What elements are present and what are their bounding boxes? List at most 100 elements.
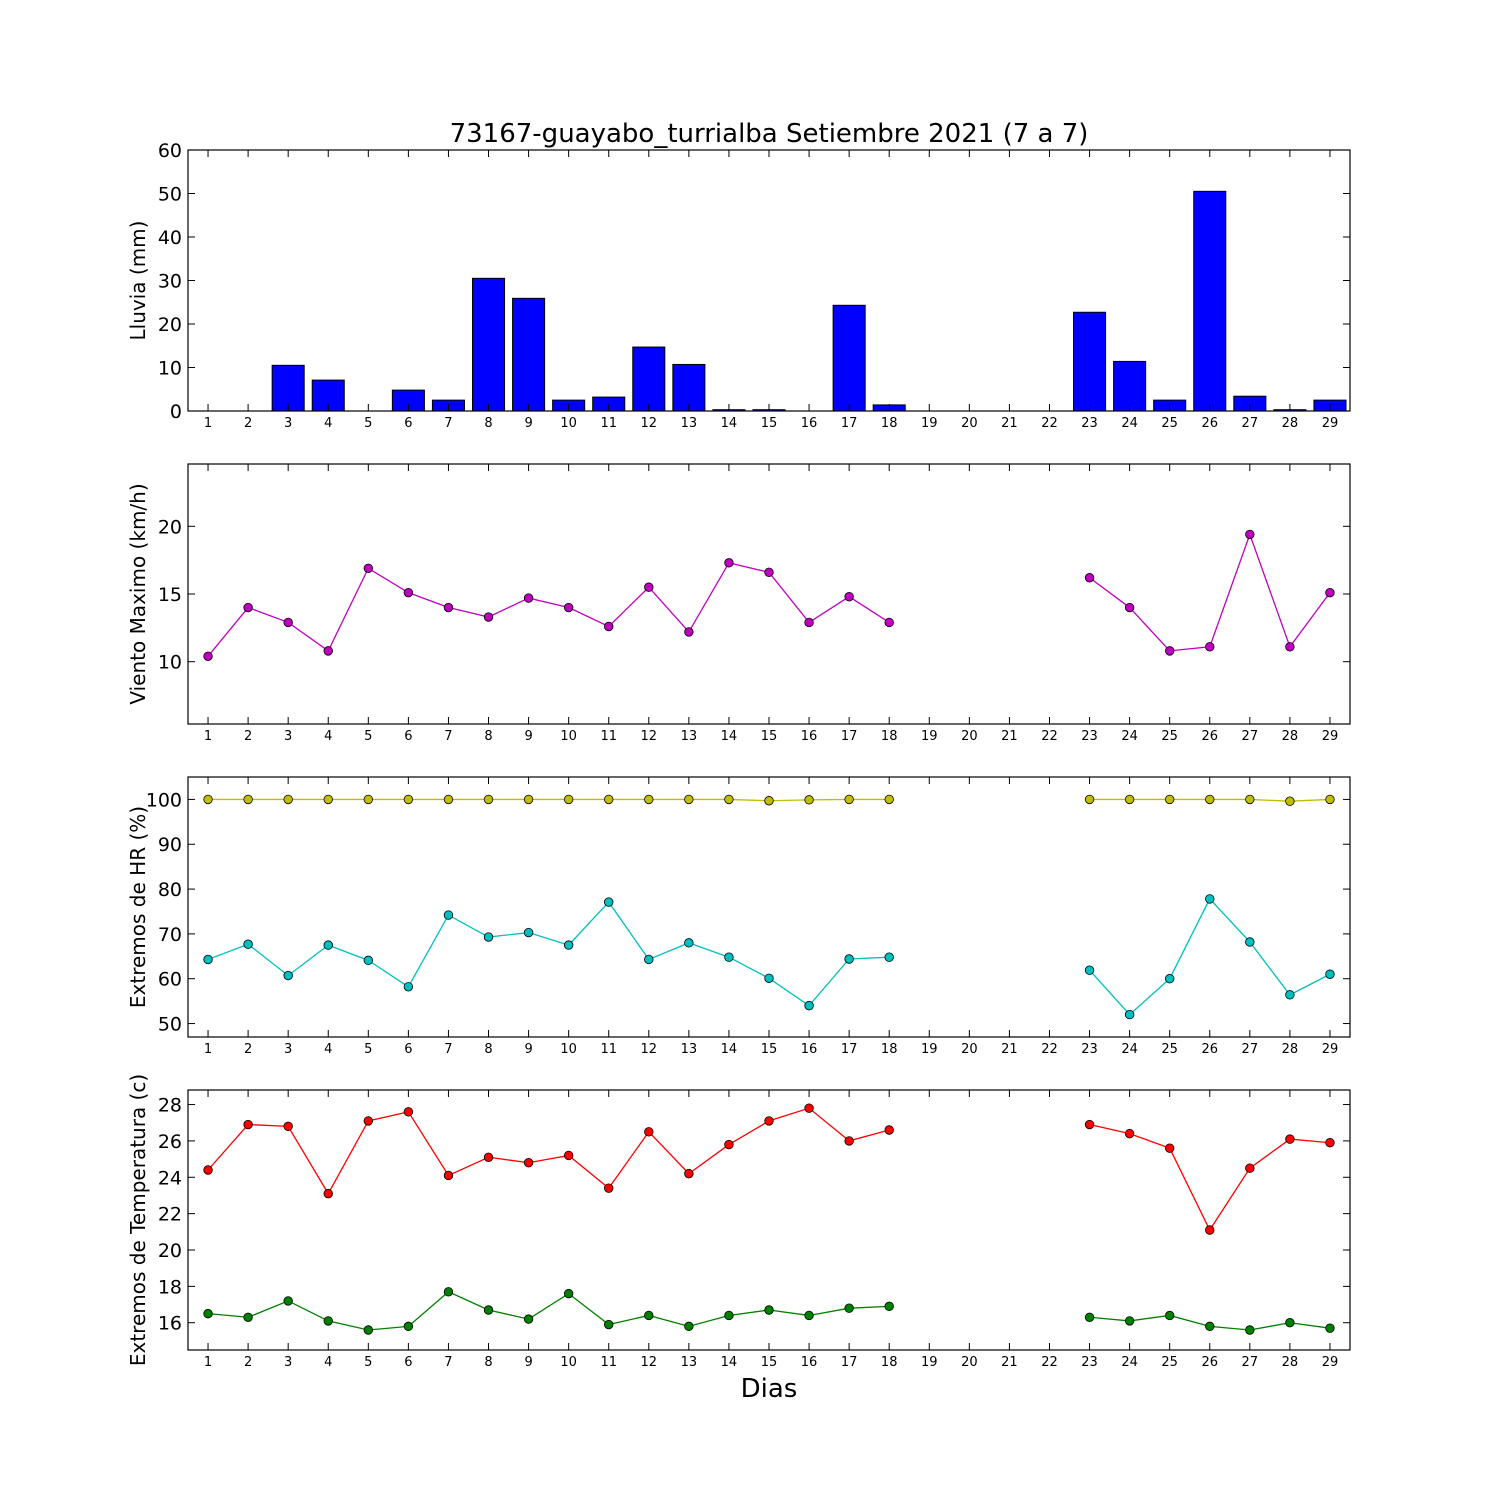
chart-title: 73167-guayabo_turrialba Setiembre 2021 (… [450,119,1089,149]
series-1-point-day-13 [684,794,694,805]
x-axis-label: Dias [741,1374,798,1404]
series-1-point-day-3 [283,1121,293,1132]
series-2-point-day-6 [403,1321,414,1332]
y-tick-label: 30 [158,271,182,293]
x-tick-label: 11 [600,1042,617,1057]
y-tick-label: 90 [158,834,182,856]
series-1-point-day-25 [1164,794,1175,805]
series-1-point-day-15 [764,1116,774,1126]
series-1-point-day-17 [844,592,854,602]
series-2-point-day-15 [764,973,774,983]
series-1-point-day-18 [884,617,894,628]
series-1-point-day-14 [724,794,734,805]
x-tick-label: 2 [244,729,252,744]
series-1-line-segment-1 [207,562,890,657]
x-tick-label: 26 [1201,1042,1218,1057]
series-1-point-day-13 [684,1168,694,1179]
x-tick-label: 2 [244,416,252,431]
series-1-point-day-14 [724,558,734,568]
series-1-point-day-16 [804,617,814,628]
x-tick-label: 9 [524,729,532,744]
x-tick-label: 25 [1161,729,1178,744]
x-tick-label: 2 [244,1355,252,1370]
series-2-point-day-10 [563,940,574,950]
x-tick-label: 24 [1121,1042,1138,1057]
series-1-point-day-8 [483,794,494,805]
series-1-point-day-23 [1084,794,1095,805]
series-2-point-day-13 [684,1321,694,1332]
series-1-point-day-24 [1124,1128,1135,1139]
series-2-point-day-3 [283,1296,293,1306]
x-tick-label: 4 [324,1355,332,1370]
x-tick-label: 13 [681,416,698,431]
series-2-point-day-8 [483,1305,494,1315]
series-2-point-day-13 [684,938,694,948]
y-tick-label: 70 [158,924,182,946]
x-tick-label: 13 [681,1042,698,1057]
x-tick-label: 8 [484,416,492,431]
y-tick-label: 26 [158,1131,182,1153]
series-2-point-day-17 [844,1303,854,1313]
x-tick-label: 22 [1041,1042,1058,1057]
series-1-point-day-27 [1245,1163,1255,1173]
x-tick-label: 24 [1121,729,1138,744]
y-tick-label: 20 [158,516,182,538]
series-2-point-day-14 [724,952,734,962]
x-tick-label: 11 [600,416,617,431]
series-1-point-day-15 [764,796,774,806]
x-tick-label: 4 [324,1042,332,1057]
x-tick-label: 22 [1041,729,1058,744]
series-2-point-day-10 [563,1288,574,1299]
x-tick-label: 27 [1242,416,1259,431]
x-tick-label: 20 [961,729,978,744]
bar-day-8 [471,277,506,412]
series-1-point-day-6 [403,1107,414,1117]
series-1-point-day-11 [604,621,614,632]
x-tick-label: 23 [1081,416,1098,431]
series-2-point-day-12 [644,954,654,965]
series-1-point-day-26 [1205,642,1215,652]
x-tick-label: 1 [204,416,212,431]
x-tick-label: 3 [284,729,292,744]
series-1-point-day-12 [644,1127,654,1137]
x-tick-label: 21 [1001,416,1018,431]
x-tick-label: 16 [801,729,818,744]
x-tick-label: 9 [524,416,532,431]
series-1-point-day-1 [203,651,213,661]
bar-day-26 [1193,190,1227,412]
series-1-point-day-5 [363,794,374,805]
x-tick-label: 6 [404,416,412,431]
series-1-point-day-29 [1325,587,1335,598]
series-1-point-day-6 [403,587,414,598]
x-tick-label: 29 [1322,416,1339,431]
x-tick-label: 21 [1001,1355,1018,1370]
series-2-point-day-18 [884,1301,894,1312]
series-2-point-day-28 [1285,990,1295,1000]
series-2-point-day-6 [403,982,414,992]
series-1-point-day-12 [644,794,654,805]
x-tick-label: 28 [1282,1355,1299,1370]
series-2-line-segment-1 [207,901,890,1007]
x-tick-label: 20 [961,1355,978,1370]
x-tick-label: 5 [364,416,372,431]
series-2-point-day-9 [523,927,534,938]
series-1-point-day-2 [243,794,253,805]
series-2-point-day-2 [243,939,253,949]
x-tick-label: 7 [444,1355,452,1370]
x-tick-label: 8 [484,1355,492,1370]
series-2-point-day-16 [804,1310,814,1321]
x-tick-label: 16 [801,1042,818,1057]
series-1-point-day-28 [1285,642,1295,652]
x-tick-label: 18 [881,1042,898,1057]
x-tick-label: 15 [761,416,778,431]
series-2-point-day-5 [363,1325,374,1335]
series-1-point-day-28 [1285,796,1295,806]
series-1-point-day-4 [323,794,333,805]
series-1-point-day-10 [563,1150,574,1161]
series-1-point-day-18 [884,1125,894,1135]
series-1-point-day-7 [443,602,454,613]
